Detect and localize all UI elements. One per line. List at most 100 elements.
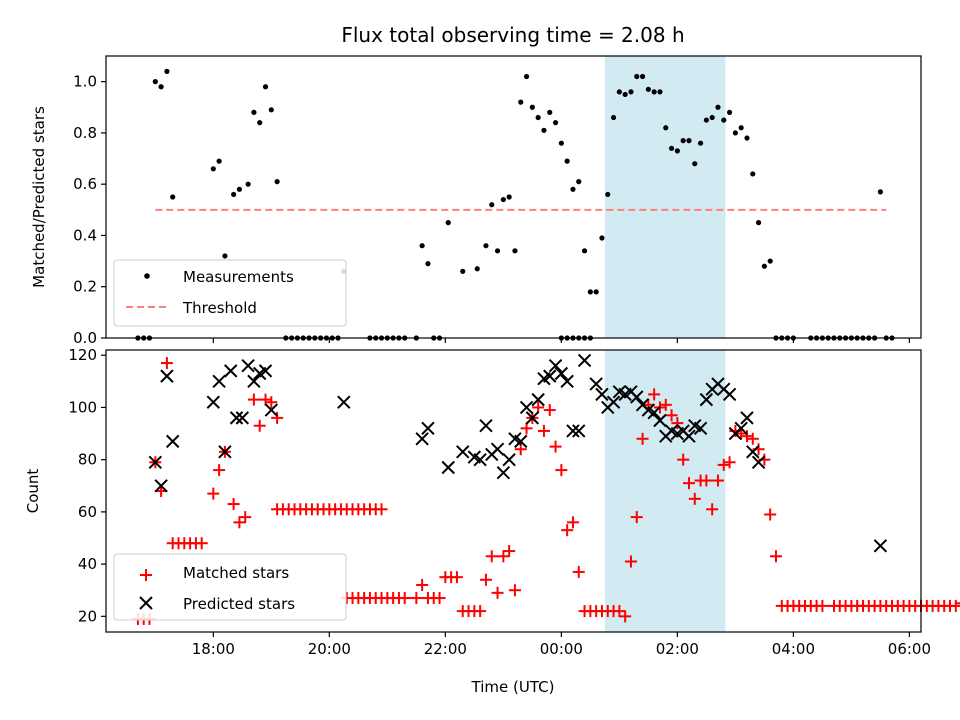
predicted-stars-point xyxy=(473,452,487,467)
top-legend: Measurements Threshold xyxy=(113,259,347,327)
top-x-ticks xyxy=(212,338,910,343)
bottom-y-tick-label: 40 xyxy=(78,555,97,573)
predicted-stars-point xyxy=(560,374,574,389)
measurement-point xyxy=(767,258,773,264)
measurement-point xyxy=(425,261,431,267)
measurement-point xyxy=(474,266,480,272)
predicted-stars-point xyxy=(235,411,250,425)
predicted-stars-point xyxy=(734,421,748,436)
measurement-point xyxy=(216,158,222,164)
measurement-point xyxy=(610,114,617,121)
matched-stars-point xyxy=(213,464,226,477)
matched-stars-point xyxy=(619,610,632,623)
matched-stars-point xyxy=(613,605,626,618)
matched-stars-point xyxy=(955,602,960,605)
measurement-point xyxy=(570,186,576,192)
matched-stars-point xyxy=(508,584,521,597)
matched-stars-point xyxy=(253,419,266,432)
x-tick-label: 06:00 xyxy=(888,640,931,658)
predicted-stars-point xyxy=(337,395,351,409)
measurement-point xyxy=(489,202,495,208)
matched-stars-point xyxy=(740,430,753,443)
measurement-point xyxy=(703,117,709,123)
measurement-point xyxy=(755,220,762,226)
measurement-point xyxy=(622,91,628,98)
measurement-point xyxy=(523,73,530,80)
predicted-stars-point xyxy=(630,390,644,404)
measurement-point xyxy=(576,179,582,185)
predicted-stars-point xyxy=(218,445,232,459)
predicted-stars-point xyxy=(258,364,273,378)
matched-stars-point xyxy=(636,432,649,445)
matched-stars-point xyxy=(233,516,246,529)
measurement-point xyxy=(634,73,640,80)
measurement-point xyxy=(663,125,669,131)
measurement-point xyxy=(686,138,692,144)
matched-stars-point xyxy=(520,422,533,435)
matched-stars-point xyxy=(537,424,550,437)
matched-stars-point xyxy=(497,550,510,563)
measurement-point xyxy=(738,125,744,131)
predicted-stars-point xyxy=(456,445,470,459)
predicted-stars-point xyxy=(490,442,505,456)
measurement-point xyxy=(419,243,425,249)
measurement-point xyxy=(639,73,646,80)
predicted-stars-point xyxy=(572,424,586,438)
predicted-stars-point xyxy=(415,432,429,446)
legend-measurements-label: Measurements xyxy=(183,268,294,286)
legend-threshold-label: Threshold xyxy=(182,299,257,317)
measurement-point xyxy=(732,130,738,136)
matched-stars-point xyxy=(723,456,736,469)
matched-stars-point xyxy=(648,388,661,401)
measurement-point xyxy=(744,135,750,141)
bottom-panel-marks xyxy=(131,353,960,625)
measurement-point xyxy=(657,89,663,95)
predicted-stars-point xyxy=(543,369,557,383)
measurement-point xyxy=(262,84,269,90)
matched-stars-point xyxy=(398,592,411,605)
predicted-stars-point xyxy=(241,358,255,373)
matched-stars-point xyxy=(479,573,492,586)
bottom-y-tick-label: 60 xyxy=(78,503,97,521)
bottom-y-ticks: 20 40 60 80 100 120 xyxy=(68,346,106,625)
measurement-point xyxy=(628,89,634,95)
measurement-point xyxy=(750,171,756,177)
measurement-point xyxy=(164,68,170,74)
measurement-point xyxy=(726,109,733,115)
measurement-point xyxy=(674,148,680,154)
matched-stars-point xyxy=(816,599,829,612)
measurement-point xyxy=(721,117,727,123)
predicted-stars-point xyxy=(699,392,714,407)
matched-stars-point xyxy=(700,474,713,487)
bottom-plot-frame xyxy=(105,349,922,633)
measurement-point xyxy=(518,99,524,105)
predicted-stars-point xyxy=(441,460,455,475)
matched-stars-point xyxy=(503,545,516,558)
matched-stars-point xyxy=(769,550,782,563)
matched-stars-point xyxy=(688,492,701,505)
matched-stars-point xyxy=(717,458,730,471)
measurement-point xyxy=(581,248,588,254)
x-tick-label: 02:00 xyxy=(656,640,699,658)
predicted-stars-point xyxy=(722,387,737,402)
predicted-stars-point xyxy=(589,377,603,391)
matched-stars-point xyxy=(416,579,429,591)
predicted-stars-point xyxy=(519,400,534,415)
measurement-point xyxy=(616,89,622,95)
measurement-point xyxy=(231,191,237,198)
predicted-stars-point xyxy=(166,434,180,449)
matched-stars-point xyxy=(239,511,252,524)
top-y-axis-label: Matched/Predicted stars xyxy=(30,106,48,288)
predicted-stars-point xyxy=(751,455,766,469)
top-y-tick-label: 0.8 xyxy=(73,124,97,142)
legend-matched-label: Matched stars xyxy=(183,564,289,582)
bottom-panel: 20 40 60 80 100 120 18:00 20:00 22:00 00:00 02:00… xyxy=(24,346,960,696)
legend-measurements-marker xyxy=(144,273,150,279)
measurement-point xyxy=(599,235,605,241)
matched-stars-point xyxy=(227,498,240,511)
bottom-y-tick-label: 20 xyxy=(78,607,97,625)
measurement-point xyxy=(236,186,243,192)
predicted-stars-point xyxy=(531,392,545,407)
measurement-point xyxy=(668,145,675,151)
matched-stars-point xyxy=(543,404,556,417)
